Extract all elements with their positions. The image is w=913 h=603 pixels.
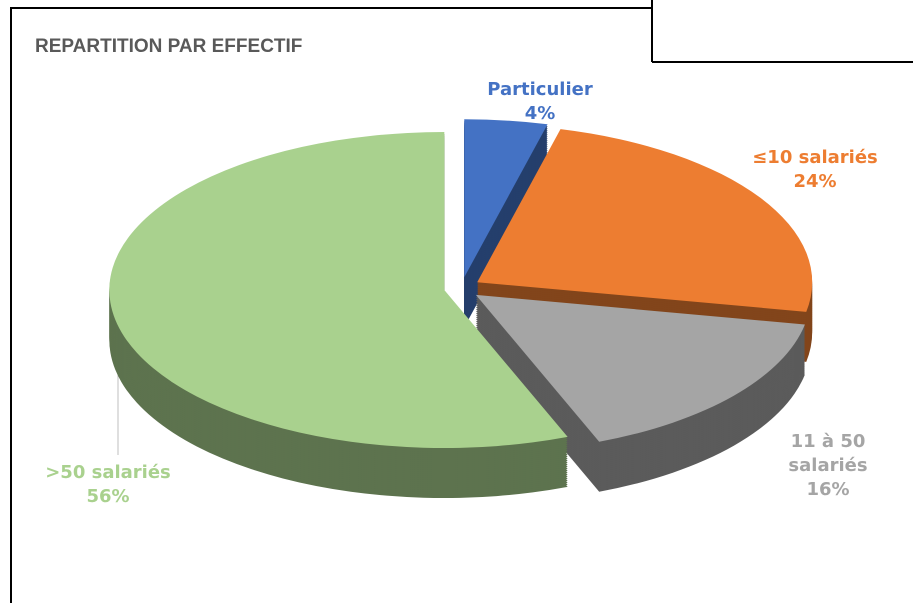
category-label: 11 à 50 salariés [788,431,868,476]
data-label: >50 salariés 56% [45,461,171,509]
category-label: ≤10 salariés [752,147,878,168]
category-label: Particulier [487,79,593,100]
chart-title: REPARTITION PAR EFFECTIF [35,36,303,57]
data-label: 11 à 50 salariés 16% [778,430,878,502]
value-label: 16% [806,479,850,500]
value-label: 4% [524,103,556,124]
data-label: Particulier 4% [487,78,592,126]
category-label: >50 salariés [45,462,171,483]
data-label: ≤10 salariés 24% [752,146,878,194]
slice [477,129,813,312]
value-label: 56% [86,486,130,507]
value-label: 24% [793,171,837,192]
slice [464,119,548,278]
slice [475,294,805,442]
slice [109,132,568,449]
